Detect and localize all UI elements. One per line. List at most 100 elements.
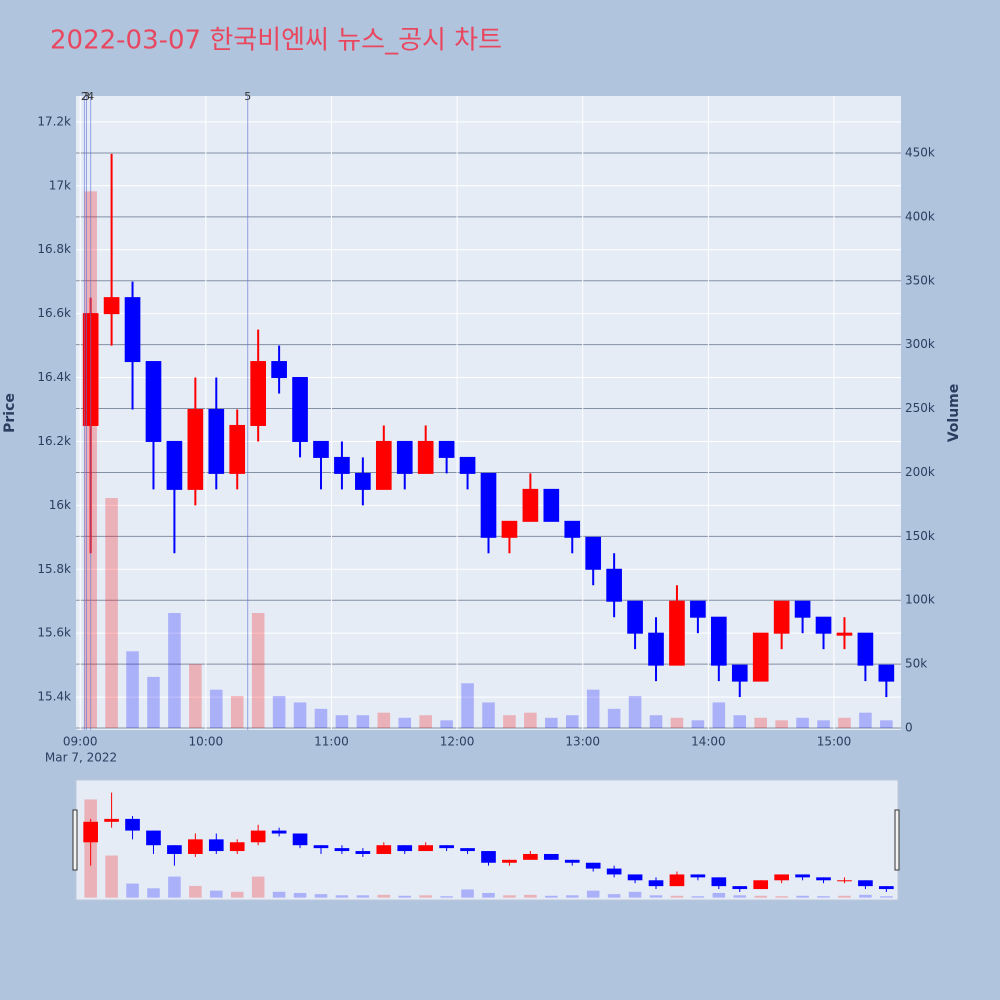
y-tick-label: 17k (49, 178, 71, 192)
volume-bar (649, 715, 663, 729)
candle-body (271, 361, 287, 379)
slider-volume-bar (586, 890, 600, 898)
volume-bar (251, 612, 265, 729)
candle-body (208, 408, 225, 474)
volume-bar (712, 702, 726, 729)
slider-handle[interactable] (894, 809, 900, 871)
candle-body (648, 632, 664, 666)
slider-volume-bar (377, 894, 391, 898)
slider-body (125, 818, 140, 831)
slider-body (271, 830, 287, 834)
y2-tick-label: 200k (905, 465, 935, 479)
slider-volume-bar (503, 895, 516, 898)
candle-body (355, 472, 371, 490)
slider-body (188, 839, 203, 854)
y2-tick-label: 450k (905, 145, 935, 159)
slider-volume-bar (461, 889, 474, 898)
slider-volume-bar (356, 895, 370, 898)
slider-volume-bar (859, 894, 872, 898)
candle-body (773, 600, 790, 634)
volume-bar (524, 712, 537, 729)
slider-volume-bar (398, 895, 412, 898)
annotation-label: 2 (81, 90, 88, 103)
slider-volume-bar (419, 895, 432, 898)
x-sublabel: Mar 7, 2022 (45, 751, 117, 765)
slider-volume-bar (440, 896, 453, 898)
slider-body (858, 880, 873, 887)
annotation-label: 4 (87, 90, 94, 103)
slider-body (250, 830, 266, 843)
volume-bar (461, 683, 474, 729)
slider-body (439, 845, 454, 849)
slider-volume-bar (524, 894, 537, 898)
y2-axis-title: Volume (946, 384, 962, 443)
slider-volume-bar (126, 883, 139, 898)
y-tick-label: 16.4k (37, 370, 71, 384)
slider-body (648, 880, 664, 887)
candle-body (375, 440, 392, 490)
candle-body (438, 440, 455, 458)
volume-bar (838, 717, 851, 729)
candle-body (522, 488, 539, 522)
slider-body (774, 874, 789, 881)
slider-body (732, 886, 748, 890)
slider-body (795, 874, 810, 878)
slider-body (585, 862, 601, 869)
slider-volume-bar (628, 891, 642, 898)
candle-body (543, 488, 560, 522)
volume-bar (628, 696, 642, 729)
candle-body (752, 632, 769, 682)
candle-body (585, 536, 602, 570)
slider-volume-bar (105, 855, 118, 898)
y-tick-label: 17.2k (37, 114, 71, 128)
slider-body (208, 839, 224, 852)
y2-tick-label: 350k (905, 273, 935, 287)
candle-body (187, 408, 204, 490)
candle-body (124, 297, 141, 363)
slider-body (397, 845, 413, 852)
volume-bar (503, 715, 516, 729)
y-tick-label: 15.6k (37, 626, 71, 640)
x-tick-label: 10:00 (189, 735, 224, 749)
x-tick-label: 12:00 (440, 735, 475, 749)
annotation-label: 3 (83, 90, 90, 103)
candle-body (606, 568, 622, 602)
candle-body (836, 632, 853, 636)
candle-body (145, 361, 162, 442)
candle-body (627, 600, 643, 634)
slider-body (564, 859, 580, 863)
candle-body (103, 297, 120, 315)
volume-bar (754, 717, 767, 729)
volume-bar (419, 715, 432, 729)
volume-bar (398, 717, 412, 729)
slider-body (711, 877, 727, 887)
slider-body (167, 845, 182, 854)
slider-body (481, 851, 496, 863)
volume-bar (335, 715, 349, 729)
slider-volume-bar (670, 895, 684, 898)
slider-volume-bar (733, 895, 747, 898)
x-tick-label: 11:00 (314, 735, 349, 749)
slider-volume-bar (335, 895, 349, 898)
volume-bar (356, 715, 370, 729)
slider-volume-bar (691, 896, 705, 898)
y-tick-label: 16.8k (37, 242, 71, 256)
slider-volume-bar (817, 896, 830, 898)
candle-body (690, 600, 706, 618)
volume-bar (377, 712, 391, 729)
slider-volume-bar (545, 895, 558, 898)
y2-tick-label: 250k (905, 401, 935, 415)
slider-body (523, 853, 538, 860)
candle-body (564, 520, 581, 538)
slider-body (816, 877, 831, 881)
candle-body (396, 440, 413, 474)
slider-handle[interactable] (72, 809, 78, 871)
slider-body (355, 851, 371, 854)
volume-bar (565, 715, 579, 729)
slider-body (606, 868, 622, 875)
volume-bar (859, 712, 872, 729)
slider-body (146, 830, 161, 846)
slider-volume-bar (607, 894, 621, 898)
slider-volume-bar (293, 892, 307, 898)
